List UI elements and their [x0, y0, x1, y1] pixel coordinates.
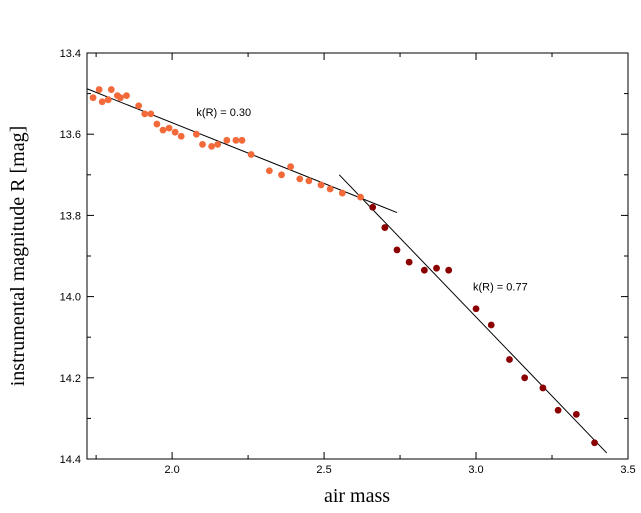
data-point [171, 128, 179, 136]
data-point [554, 406, 562, 414]
data-point [199, 140, 206, 148]
data-point [420, 266, 428, 274]
data-point [296, 175, 304, 183]
plot-frame [86, 52, 629, 460]
data-point [238, 136, 246, 144]
x-tick-label: 2.0 [164, 464, 179, 476]
slope-annotation: k(R) = 0.77 [473, 282, 528, 294]
data-point [135, 102, 143, 110]
data-point [393, 246, 401, 254]
data-point [247, 151, 255, 158]
fit-line [338, 174, 608, 454]
data-point [208, 142, 216, 150]
data-point [317, 181, 325, 189]
data-point [278, 171, 285, 179]
y-tick-label: 14.4 [60, 454, 81, 466]
y-tick-label: 13.4 [60, 48, 81, 60]
data-point [141, 110, 149, 118]
data-point [147, 110, 155, 118]
x-axis-title: air mass [324, 485, 390, 507]
data-point [107, 86, 115, 93]
data-point [287, 163, 295, 171]
data-point [326, 185, 334, 193]
data-point [159, 126, 167, 134]
y-tick-label: 14.2 [60, 373, 81, 385]
data-point [369, 203, 377, 211]
y-tick-label: 13.6 [60, 129, 81, 141]
data-point [232, 136, 240, 144]
tick-labels: 2.0 2.5 3.0 3.5 13.4 13.6 13.8 14.0 14.2 14.4 [60, 48, 636, 476]
data-point [193, 130, 200, 138]
y-axis-title: instrumental magnitude R [mag] [7, 126, 29, 387]
data-point [95, 86, 103, 93]
data-point [487, 321, 495, 329]
data-point [521, 374, 529, 382]
data-point [123, 92, 130, 100]
data-point [117, 94, 124, 102]
data-point [89, 94, 97, 102]
data-point [539, 384, 547, 392]
data-point [433, 264, 440, 272]
data-point [98, 98, 106, 106]
data-points [89, 86, 598, 447]
data-point [506, 356, 513, 363]
data-point [153, 120, 161, 128]
y-tick-label: 13.8 [60, 210, 81, 222]
x-tick-label: 3.5 [620, 464, 635, 476]
data-point [305, 177, 313, 185]
x-tick-label: 3.0 [468, 464, 483, 476]
data-point [265, 167, 273, 175]
ticks [87, 52, 629, 460]
x-tick-label: 2.5 [316, 464, 331, 476]
data-point [177, 132, 185, 140]
fit-lines [86, 88, 608, 454]
data-point [223, 136, 231, 144]
data-point [591, 439, 598, 447]
data-point [214, 140, 222, 148]
data-point [357, 193, 364, 201]
y-tick-label: 14.0 [60, 292, 81, 304]
data-point [165, 124, 173, 132]
slope-annotation: k(R) = 0.30 [196, 107, 251, 119]
data-point [338, 189, 346, 197]
data-point [445, 266, 453, 274]
data-point [104, 96, 112, 104]
data-point [381, 224, 389, 231]
annotations: k(R) = 0.30 k(R) = 0.77 [196, 107, 527, 294]
data-point [405, 258, 413, 266]
data-point [472, 305, 480, 313]
data-point [572, 410, 580, 418]
